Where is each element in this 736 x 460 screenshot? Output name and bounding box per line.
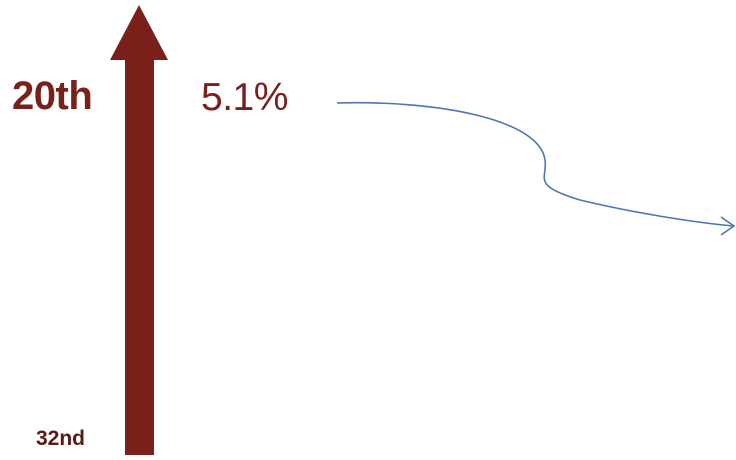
up-arrow-icon	[110, 5, 168, 455]
connector-line	[336, 101, 734, 227]
rank-top-label: 20th	[12, 74, 93, 118]
rank-arrow-shaft	[125, 52, 154, 455]
percent-label: 5.1%	[201, 76, 288, 119]
curved-arrow-right-icon	[336, 101, 736, 236]
rank-bottom-label: 32nd	[36, 427, 86, 450]
connector-arrowhead	[720, 216, 736, 236]
rank-arrow-head	[110, 5, 168, 60]
